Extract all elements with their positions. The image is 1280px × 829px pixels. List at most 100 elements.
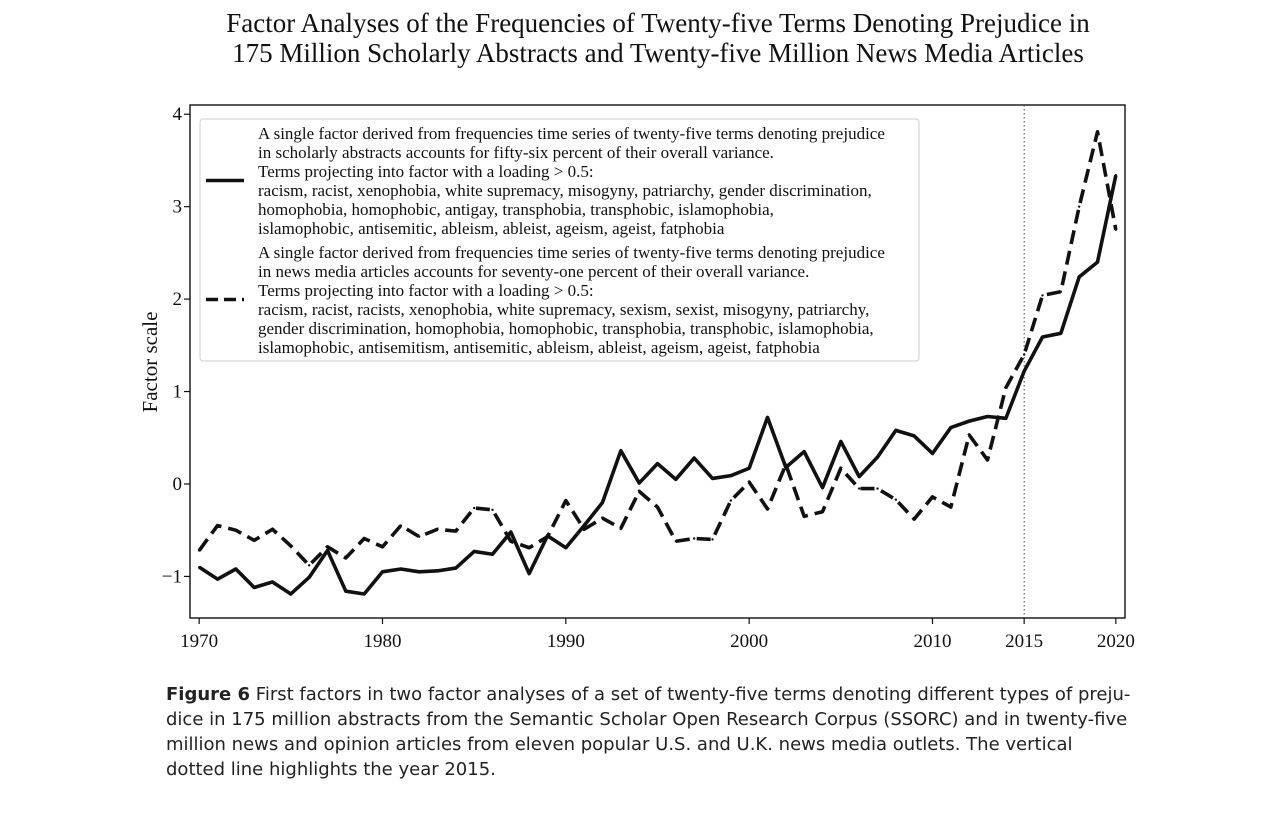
dashed-series-point <box>472 506 476 510</box>
dashed-series-point <box>1077 205 1081 208</box>
dashed-legend-text-line: gender discrimination, homophobia, homop… <box>258 319 874 338</box>
dashed-series-point <box>949 505 953 509</box>
x-tick-label: 2020 <box>1097 631 1135 652</box>
solid-series-point <box>912 434 916 438</box>
solid-series-point <box>711 477 714 480</box>
dashed-series-point <box>876 487 879 490</box>
series-layer <box>197 130 1118 596</box>
solid-series-point <box>1004 417 1008 420</box>
solid-series-point <box>344 589 348 593</box>
solid-legend-text-line: A single factor derived from frequencies… <box>258 124 885 143</box>
x-tick-label: 2015 <box>1005 631 1043 652</box>
solid-series-point <box>326 549 329 552</box>
dashed-series-point <box>967 433 971 437</box>
solid-series-point <box>949 426 953 429</box>
x-tick-label: 1970 <box>180 631 218 652</box>
dashed-series-point <box>656 505 659 509</box>
dashed-series-point <box>216 524 219 527</box>
dashed-series-point <box>1022 353 1026 356</box>
dashed-series-point <box>619 527 623 530</box>
solid-series-point <box>454 566 458 570</box>
solid-legend-text-line: Terms projecting into factor with a load… <box>258 162 594 181</box>
dashed-series-point <box>564 499 568 502</box>
legend-box <box>199 118 920 362</box>
solid-series-point <box>637 481 641 485</box>
y-tick-label: 0 <box>173 474 183 495</box>
solid-series-point <box>876 455 879 459</box>
chart-title-line-2: 175 Million Scholarly Abstracts and Twen… <box>232 38 1084 68</box>
solid-legend-text-line: islamophobic, antisemitic, ableism, able… <box>258 219 725 238</box>
dashed-series-point <box>747 480 751 484</box>
solid-series-point <box>436 569 439 573</box>
dashed-series-point <box>637 490 641 493</box>
dashed-series-point <box>1041 294 1044 297</box>
dashed-series-point <box>436 528 439 531</box>
solid-series-point <box>216 577 219 581</box>
dashed-series-point <box>344 556 348 560</box>
solid-series-point <box>399 567 403 571</box>
dashed-series-point <box>784 463 788 466</box>
dashed-legend-text-line: A single factor derived from frequencies… <box>258 243 885 262</box>
solid-series-point <box>1096 260 1099 264</box>
dashed-series-point <box>802 515 806 518</box>
figure-label: Figure 6 <box>166 684 251 705</box>
dashed-legend-text-line: Terms projecting into factor with a load… <box>258 281 594 300</box>
dashed-series-point <box>1114 228 1118 231</box>
solid-series-point <box>271 580 274 584</box>
dashed-series-point <box>1059 290 1063 293</box>
solid-series-point <box>619 449 623 452</box>
dashed-series-point <box>491 508 494 512</box>
dashed-series-point <box>674 540 678 543</box>
dashed-series-point <box>417 535 421 538</box>
dashed-series-point <box>381 545 384 549</box>
dashed-series-point <box>986 458 989 462</box>
solid-legend-text-line: homophobia, homophobic, antigay, transph… <box>258 200 774 219</box>
dashed-series-point <box>857 487 861 490</box>
dashed-series-point <box>362 537 366 540</box>
y-axis-label: Factor scale <box>138 312 162 413</box>
dashed-series-point <box>894 498 898 501</box>
caption-line-1: Figure 6 First factors in two factor ana… <box>166 682 1166 707</box>
solid-series-point <box>197 565 201 569</box>
solid-series-point <box>564 546 568 549</box>
dashed-series-point <box>692 537 696 540</box>
solid-series-point <box>857 475 861 478</box>
dashed-series-point <box>546 535 549 538</box>
solid-series-point <box>1041 335 1044 339</box>
y-tick-label: −1 <box>162 566 182 587</box>
solid-series-point <box>509 530 513 534</box>
x-tick-label: 2000 <box>730 631 768 652</box>
solid-series-point <box>1059 332 1063 335</box>
plot-frame-group <box>189 104 1126 619</box>
caption-text-1: First factors in two factor analyses of … <box>250 684 1131 705</box>
solid-series-point <box>692 456 696 460</box>
dashed-series-point <box>821 510 824 513</box>
dashed-series-point <box>1096 130 1099 134</box>
solid-series-point <box>802 450 806 453</box>
solid-series-point <box>766 416 769 419</box>
solid-series-point <box>491 553 494 556</box>
y-tick-label: 4 <box>173 104 183 125</box>
solid-series-point <box>729 474 733 477</box>
dashed-series-point <box>711 538 714 541</box>
dashed-series-point <box>234 528 238 532</box>
dashed-series-point <box>271 528 274 531</box>
legend: A single factor derived from frequencies… <box>199 118 920 362</box>
solid-legend-text-line: in scholarly abstracts accounts for fift… <box>258 143 774 162</box>
caption-line-4: dotted line highlights the year 2015. <box>166 759 496 780</box>
solid-series-point <box>234 567 238 571</box>
caption-line-3: million news and opinion articles from e… <box>166 734 1073 755</box>
dashed-series-point <box>399 524 403 527</box>
solid-series-point <box>821 486 824 489</box>
solid-series-point <box>747 467 751 470</box>
dashed-series-point <box>197 549 201 552</box>
dashed-series-point <box>582 528 586 531</box>
x-tick-label: 2010 <box>914 631 952 652</box>
dashed-series-point <box>289 544 293 548</box>
solid-series-point <box>381 570 384 573</box>
solid-series-point <box>289 592 293 596</box>
dashed-series-point <box>839 467 843 470</box>
x-tick-label: 1980 <box>364 631 402 652</box>
solid-series-point <box>656 462 659 465</box>
dashed-series-point <box>931 495 934 499</box>
